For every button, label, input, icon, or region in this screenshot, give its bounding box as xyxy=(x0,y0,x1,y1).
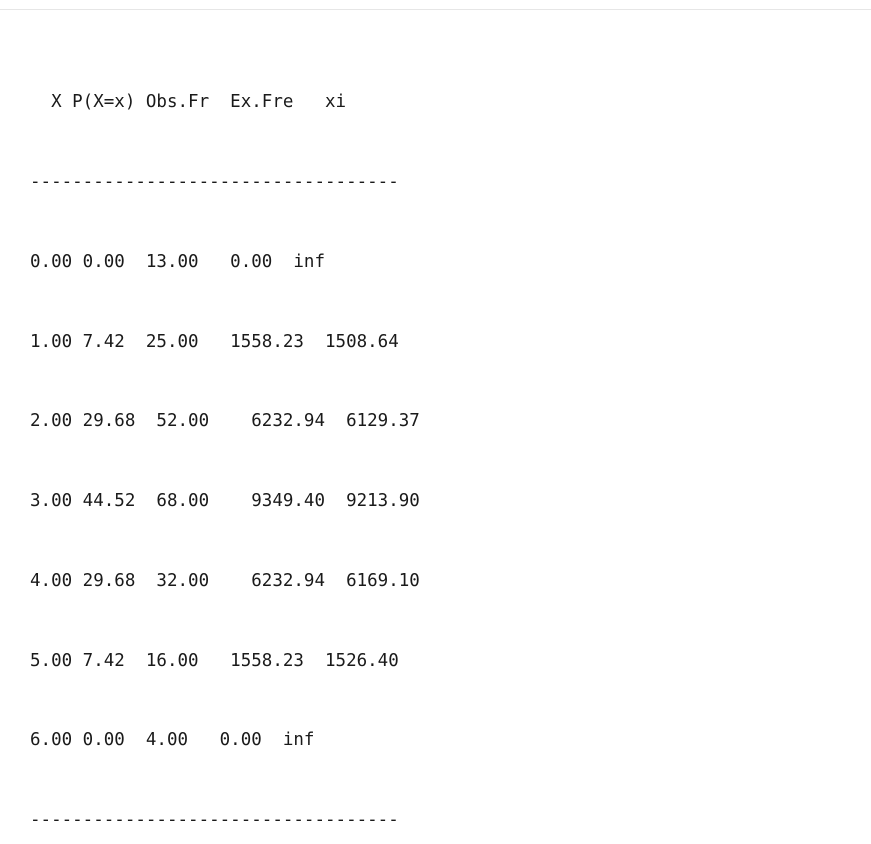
table-row: 5.00 7.42 16.00 1558.23 1526.40 xyxy=(30,650,399,671)
separator-bottom: ----------------------------------- xyxy=(30,810,399,831)
separator-top: ----------------------------------- xyxy=(30,171,399,192)
table-row: 3.00 44.52 68.00 9349.40 9213.90 xyxy=(30,491,420,512)
table-row: 4.00 29.68 32.00 6232.94 6169.10 xyxy=(30,570,420,591)
cell-divider xyxy=(0,9,871,10)
table-row: 1.00 7.42 25.00 1558.23 1508.64 xyxy=(30,331,399,352)
table-row: 6.00 0.00 4.00 0.00 inf xyxy=(30,730,315,751)
cell-output: X P(X=x) Obs.Fr Ex.Fre xi --------------… xyxy=(30,36,725,844)
table-header: X P(X=x) Obs.Fr Ex.Fre xi xyxy=(30,92,347,113)
table-row: 0.00 0.00 13.00 0.00 inf xyxy=(30,251,326,272)
